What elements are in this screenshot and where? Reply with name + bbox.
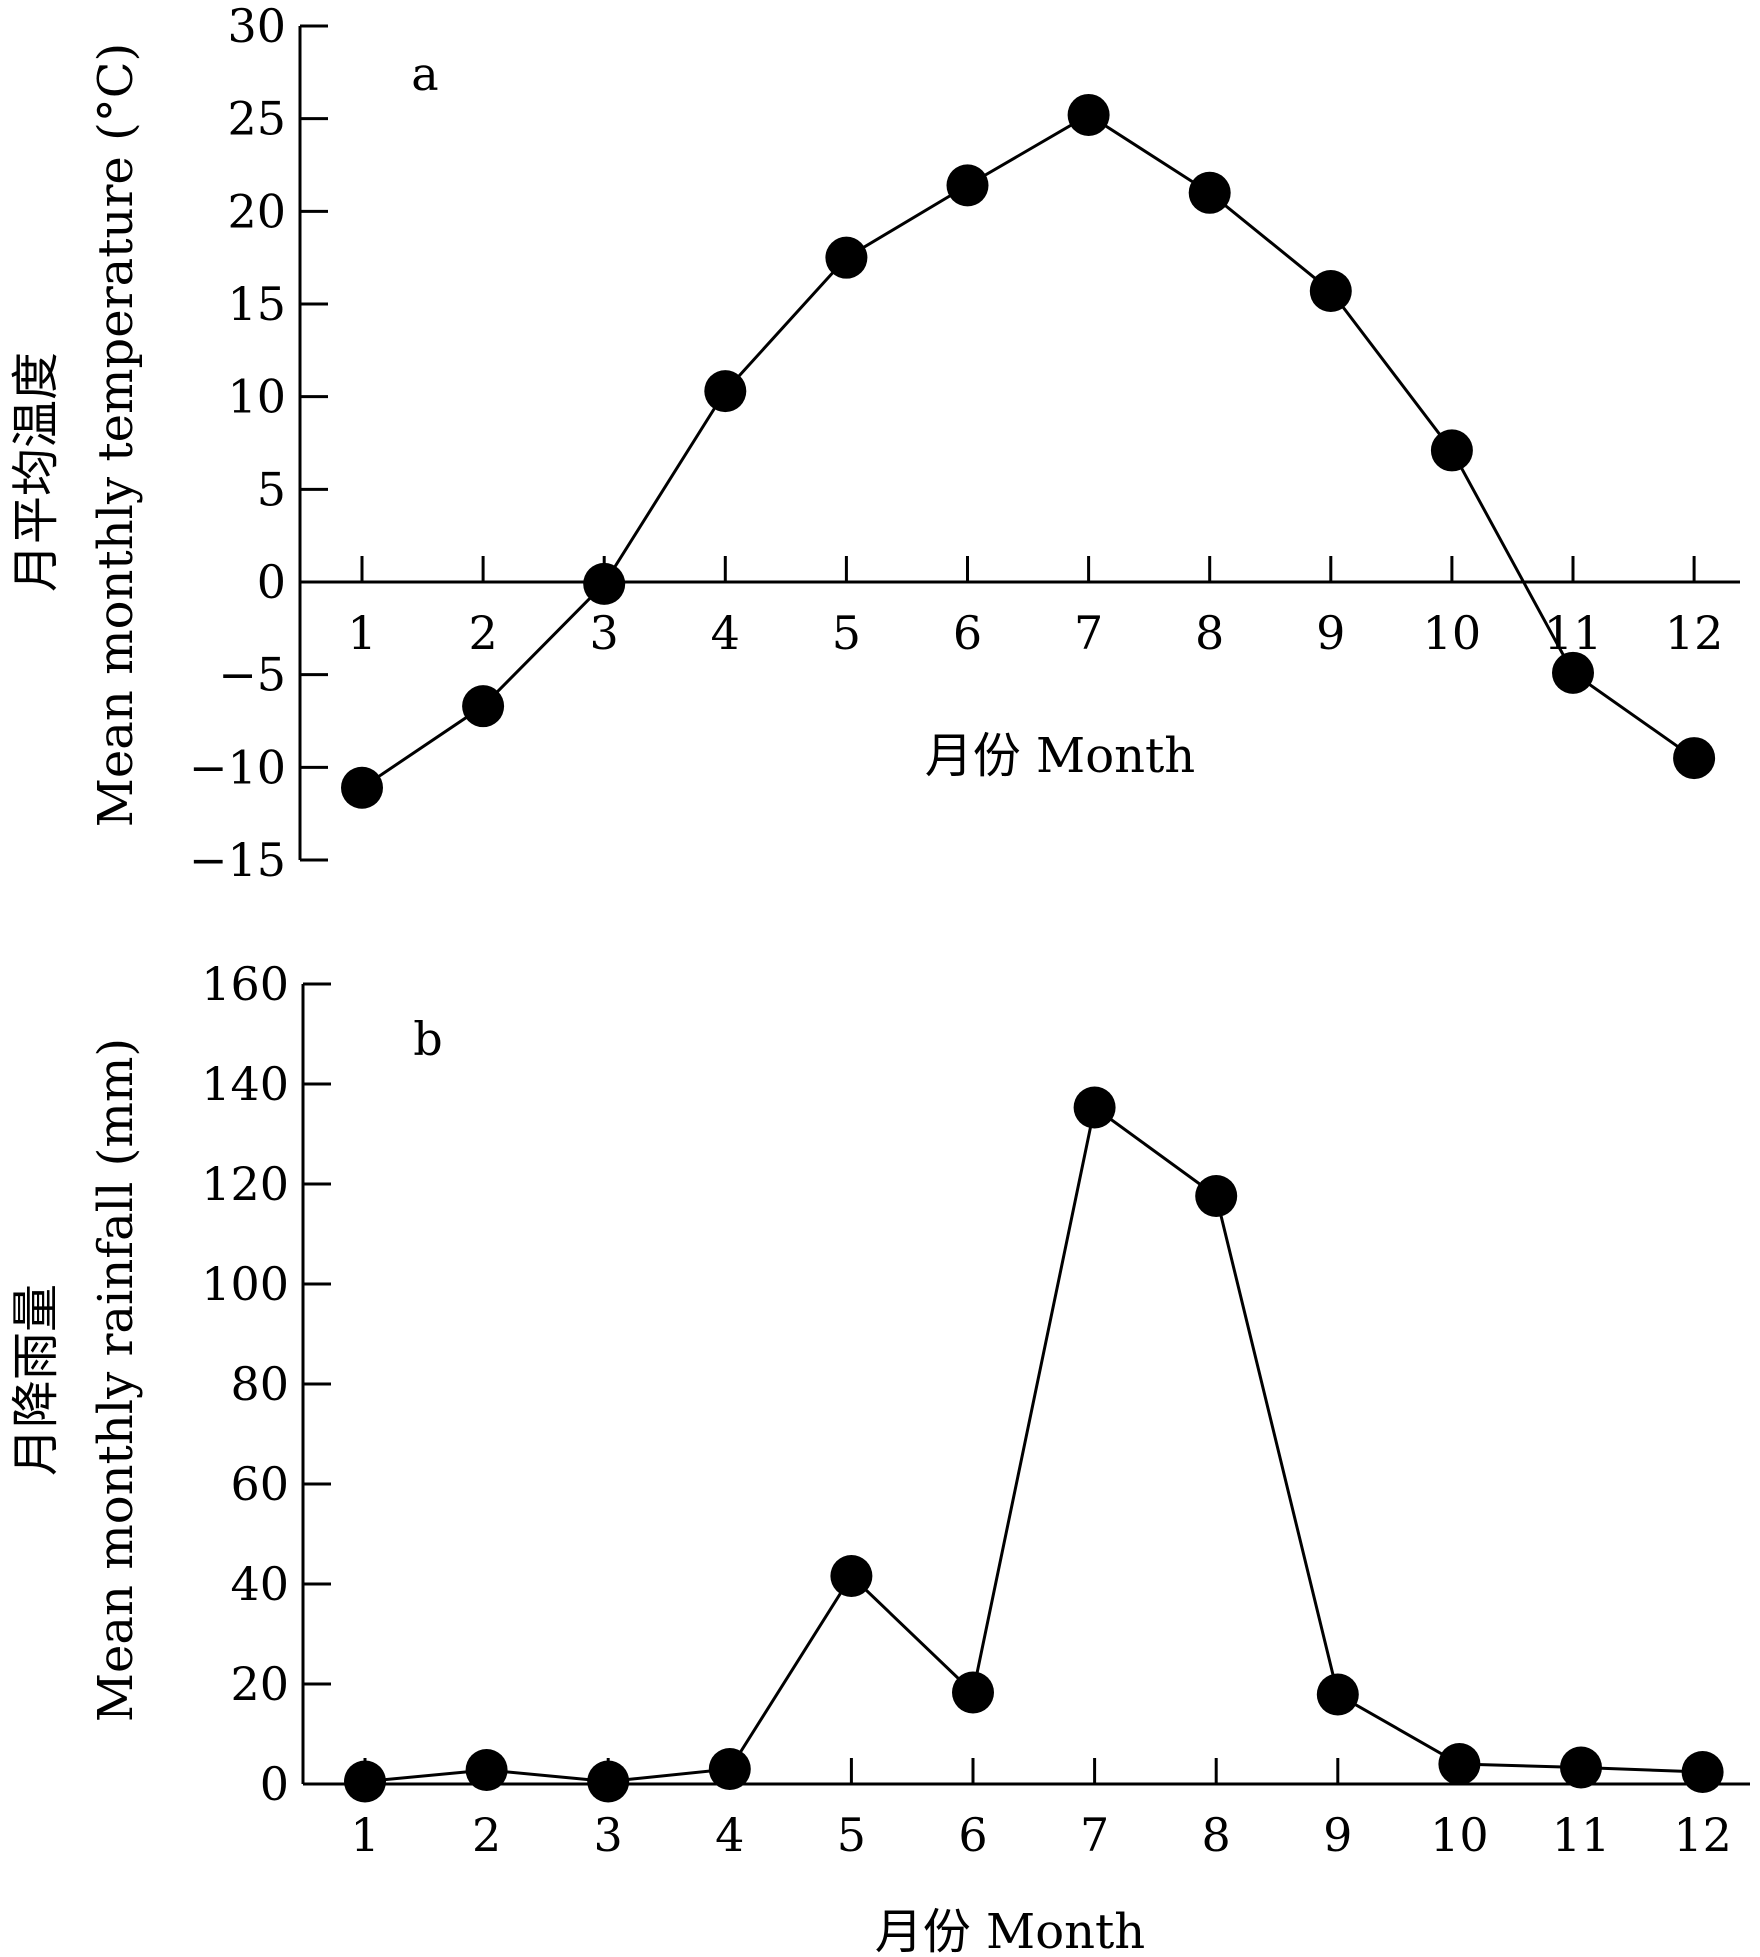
temperature-y-tick-label: 0 <box>257 555 286 609</box>
rainfall-y-tick-label: 120 <box>201 1157 289 1211</box>
rainfall-y-axis-title-cn: 月降雨量 <box>8 1284 64 1476</box>
temperature-x-tick-label: 9 <box>1316 606 1345 660</box>
rainfall-data-point <box>1681 1751 1724 1793</box>
temperature-data-point <box>825 236 868 279</box>
temperature-y-tick-label: 25 <box>227 92 286 146</box>
rainfall-x-tick-label: 4 <box>715 1808 744 1862</box>
temperature-data-point <box>1309 270 1352 313</box>
temperature-y-tick-label: 5 <box>257 462 286 516</box>
rainfall-y-tick-label: 0 <box>260 1757 289 1811</box>
temperature-x-axis-title: 月份 Month <box>925 728 1195 784</box>
rainfall-y-tick-label: 20 <box>230 1657 289 1711</box>
temperature-y-tick-label: 15 <box>227 277 286 331</box>
rainfall-data-point <box>1316 1673 1359 1716</box>
temperature-y-tick-label: 30 <box>227 0 286 53</box>
rainfall-data-point <box>830 1555 873 1597</box>
rainfall-x-axis-title: 月份 Month <box>875 1904 1145 1957</box>
rainfall-x-tick-label: 1 <box>350 1808 379 1862</box>
temperature-y-tick-label: −5 <box>218 648 286 702</box>
temperature-y-tick-label: −10 <box>189 740 286 794</box>
rainfall-data-point <box>1438 1743 1481 1785</box>
rainfall-x-tick-label: 7 <box>1080 1808 1109 1862</box>
rainfall-y-tick-label: 80 <box>230 1357 289 1411</box>
rainfall-x-tick-label: 2 <box>472 1808 501 1862</box>
temperature-data-point <box>1188 171 1231 214</box>
temperature-y-tick-label: 20 <box>227 184 286 238</box>
rainfall-data-point <box>1073 1086 1116 1129</box>
rainfall-data-point <box>587 1760 630 1803</box>
rainfall-y-tick-label: 40 <box>230 1557 289 1611</box>
temperature-y-axis-title: Mean monthly temperature (°C) <box>88 43 144 828</box>
temperature-data-point <box>341 766 383 809</box>
temperature-y-tick-label: −15 <box>189 833 286 887</box>
temperature-x-tick-label: 11 <box>1544 606 1603 660</box>
rainfall-y-tick-label: 100 <box>201 1257 289 1311</box>
temperature-x-tick-label: 5 <box>832 606 861 660</box>
rainfall-x-tick-label: 12 <box>1673 1808 1732 1862</box>
temperature-x-tick-label: 12 <box>1665 606 1724 660</box>
temperature-series-line <box>361 113 1695 789</box>
temperature-data-point <box>1067 93 1110 136</box>
rainfall-x-tick-label: 11 <box>1552 1808 1611 1862</box>
rainfall-y-tick-label: 60 <box>230 1457 289 1511</box>
rainfall-y-tick-label: 160 <box>201 957 289 1011</box>
temperature-x-tick-label: 7 <box>1074 606 1103 660</box>
temperature-data-point <box>1673 737 1716 780</box>
temperature-x-tick-label: 3 <box>590 606 619 660</box>
rainfall-y-axis-title: Mean monthly rainfall (mm) <box>88 1038 144 1722</box>
rainfall-x-tick-label: 9 <box>1323 1808 1352 1862</box>
panel-b-label: b <box>413 1012 442 1066</box>
temperature-data-point <box>946 164 989 207</box>
rainfall-y-tick-label: 140 <box>201 1057 289 1111</box>
temperature-x-tick-label: 6 <box>953 606 982 660</box>
rainfall-x-tick-label: 6 <box>958 1808 987 1862</box>
temperature-x-tick-label: 8 <box>1195 606 1224 660</box>
rainfall-series-line <box>364 1104 1703 1784</box>
rainfall-data-point <box>952 1671 994 1714</box>
rainfall-data-point <box>1195 1175 1238 1217</box>
temperature-x-tick-label: 10 <box>1423 606 1482 660</box>
temperature-x-tick-label: 4 <box>711 606 740 660</box>
rainfall-data-point <box>465 1749 508 1791</box>
rainfall-x-tick-label: 8 <box>1202 1808 1231 1862</box>
rainfall-data-point <box>344 1760 386 1803</box>
rainfall-x-tick-label: 3 <box>594 1808 623 1862</box>
rainfall-data-point <box>1560 1746 1602 1789</box>
panel-a-label: a <box>411 47 438 101</box>
rainfall-chart: b 月降雨量 Mean monthly rainfall (mm) 月份 Mon… <box>8 957 1750 1957</box>
temperature-data-point <box>704 370 747 413</box>
temperature-chart: a 月平均温度 Mean monthly temperature (°C) 月份… <box>8 0 1740 887</box>
rainfall-x-tick-label: 5 <box>837 1808 866 1862</box>
temperature-data-point <box>462 685 505 728</box>
temperature-data-point <box>583 562 626 605</box>
temperature-data-point <box>1430 429 1473 472</box>
temperature-x-tick-label: 2 <box>468 606 497 660</box>
temperature-data-point <box>1552 651 1594 694</box>
rainfall-data-point <box>708 1748 751 1790</box>
temperature-y-axis-title-cn: 月平均温度 <box>8 352 64 592</box>
temperature-y-tick-label: 10 <box>227 370 286 424</box>
temperature-x-tick-label: 1 <box>347 606 376 660</box>
rainfall-x-tick-label: 10 <box>1430 1808 1489 1862</box>
